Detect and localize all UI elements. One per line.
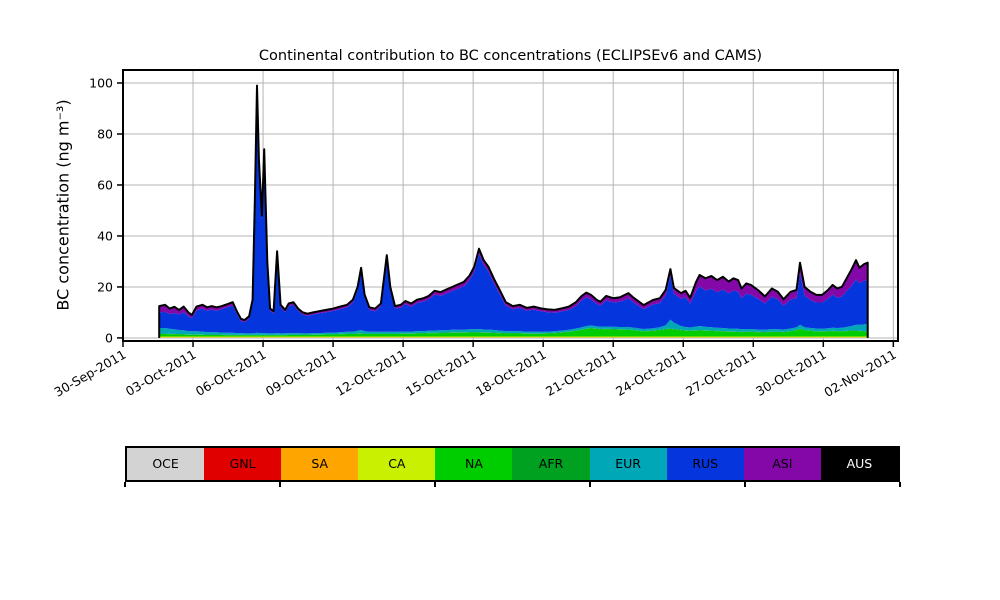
legend-tick [589, 482, 591, 487]
legend-item-SA: SA [281, 448, 359, 480]
legend-item-AFR: AFR [512, 448, 590, 480]
y-tick-label: 0 [105, 330, 113, 345]
legend-label-AUS: AUS [846, 455, 873, 471]
legend: OCE GNL SA CA NA AFR EUR RUS ASI AUS [125, 446, 900, 482]
legend-tick [744, 482, 746, 487]
legend-tick [124, 482, 126, 487]
legend-tick [434, 482, 436, 487]
plot-border [122, 69, 899, 342]
legend-item-GNL: GNL [204, 448, 282, 480]
legend-item-RUS: RUS [666, 448, 744, 480]
legend-item-AUS: AUS [820, 448, 898, 480]
x-tick-label: 24-Oct-2011 [613, 347, 689, 399]
x-tick-label: 15-Oct-2011 [403, 347, 479, 399]
legend-label-NA: NA [464, 455, 483, 471]
legend-label-CA: CA [388, 455, 406, 471]
x-tick-label: 12-Oct-2011 [333, 347, 409, 399]
legend-item-NA: NA [435, 448, 513, 480]
x-tick-label: 18-Oct-2011 [473, 347, 549, 399]
y-tick-label: 80 [97, 126, 113, 141]
x-tick-label: 30-Sep-2011 [51, 347, 128, 400]
legend-item-ASI: ASI [743, 448, 821, 480]
chart-title: Continental contribution to BC concentra… [258, 48, 763, 64]
legend-label-GNL: GNL [229, 455, 256, 471]
total-line [158, 84, 869, 338]
legend-item-CA: CA [358, 448, 436, 480]
legend-label-RUS: RUS [692, 455, 719, 471]
area-NA [159, 328, 868, 337]
y-tick-label: 20 [97, 279, 113, 294]
area-CA [159, 336, 868, 338]
x-tick-label: 30-Oct-2011 [753, 347, 829, 399]
legend-item-EUR: EUR [589, 448, 667, 480]
legend-label-OCE: OCE [152, 455, 179, 471]
x-tick-label: 21-Oct-2011 [543, 347, 619, 399]
x-tick-label: 27-Oct-2011 [683, 347, 759, 399]
legend-label-SA: SA [311, 455, 329, 471]
x-tick-label: 03-Oct-2011 [123, 347, 199, 399]
y-tick-label: 100 [89, 76, 113, 91]
legend-label-AFR: AFR [538, 455, 564, 471]
y-tick-label: 40 [97, 228, 113, 243]
x-tick-label: 09-Oct-2011 [263, 347, 339, 399]
legend-item-OCE: OCE [127, 448, 205, 480]
legend-label-ASI: ASI [772, 455, 793, 471]
x-tick-label: 02-Nov-2011 [821, 347, 898, 400]
legend-tick [899, 482, 901, 487]
area-RUS [159, 91, 868, 334]
y-tick-label: 60 [97, 177, 113, 192]
legend-tick [279, 482, 281, 487]
x-tick-label: 06-Oct-2011 [193, 347, 269, 399]
legend-label-EUR: EUR [615, 455, 641, 471]
legend-axis-ticks [124, 482, 901, 488]
area-EUR [159, 319, 868, 335]
